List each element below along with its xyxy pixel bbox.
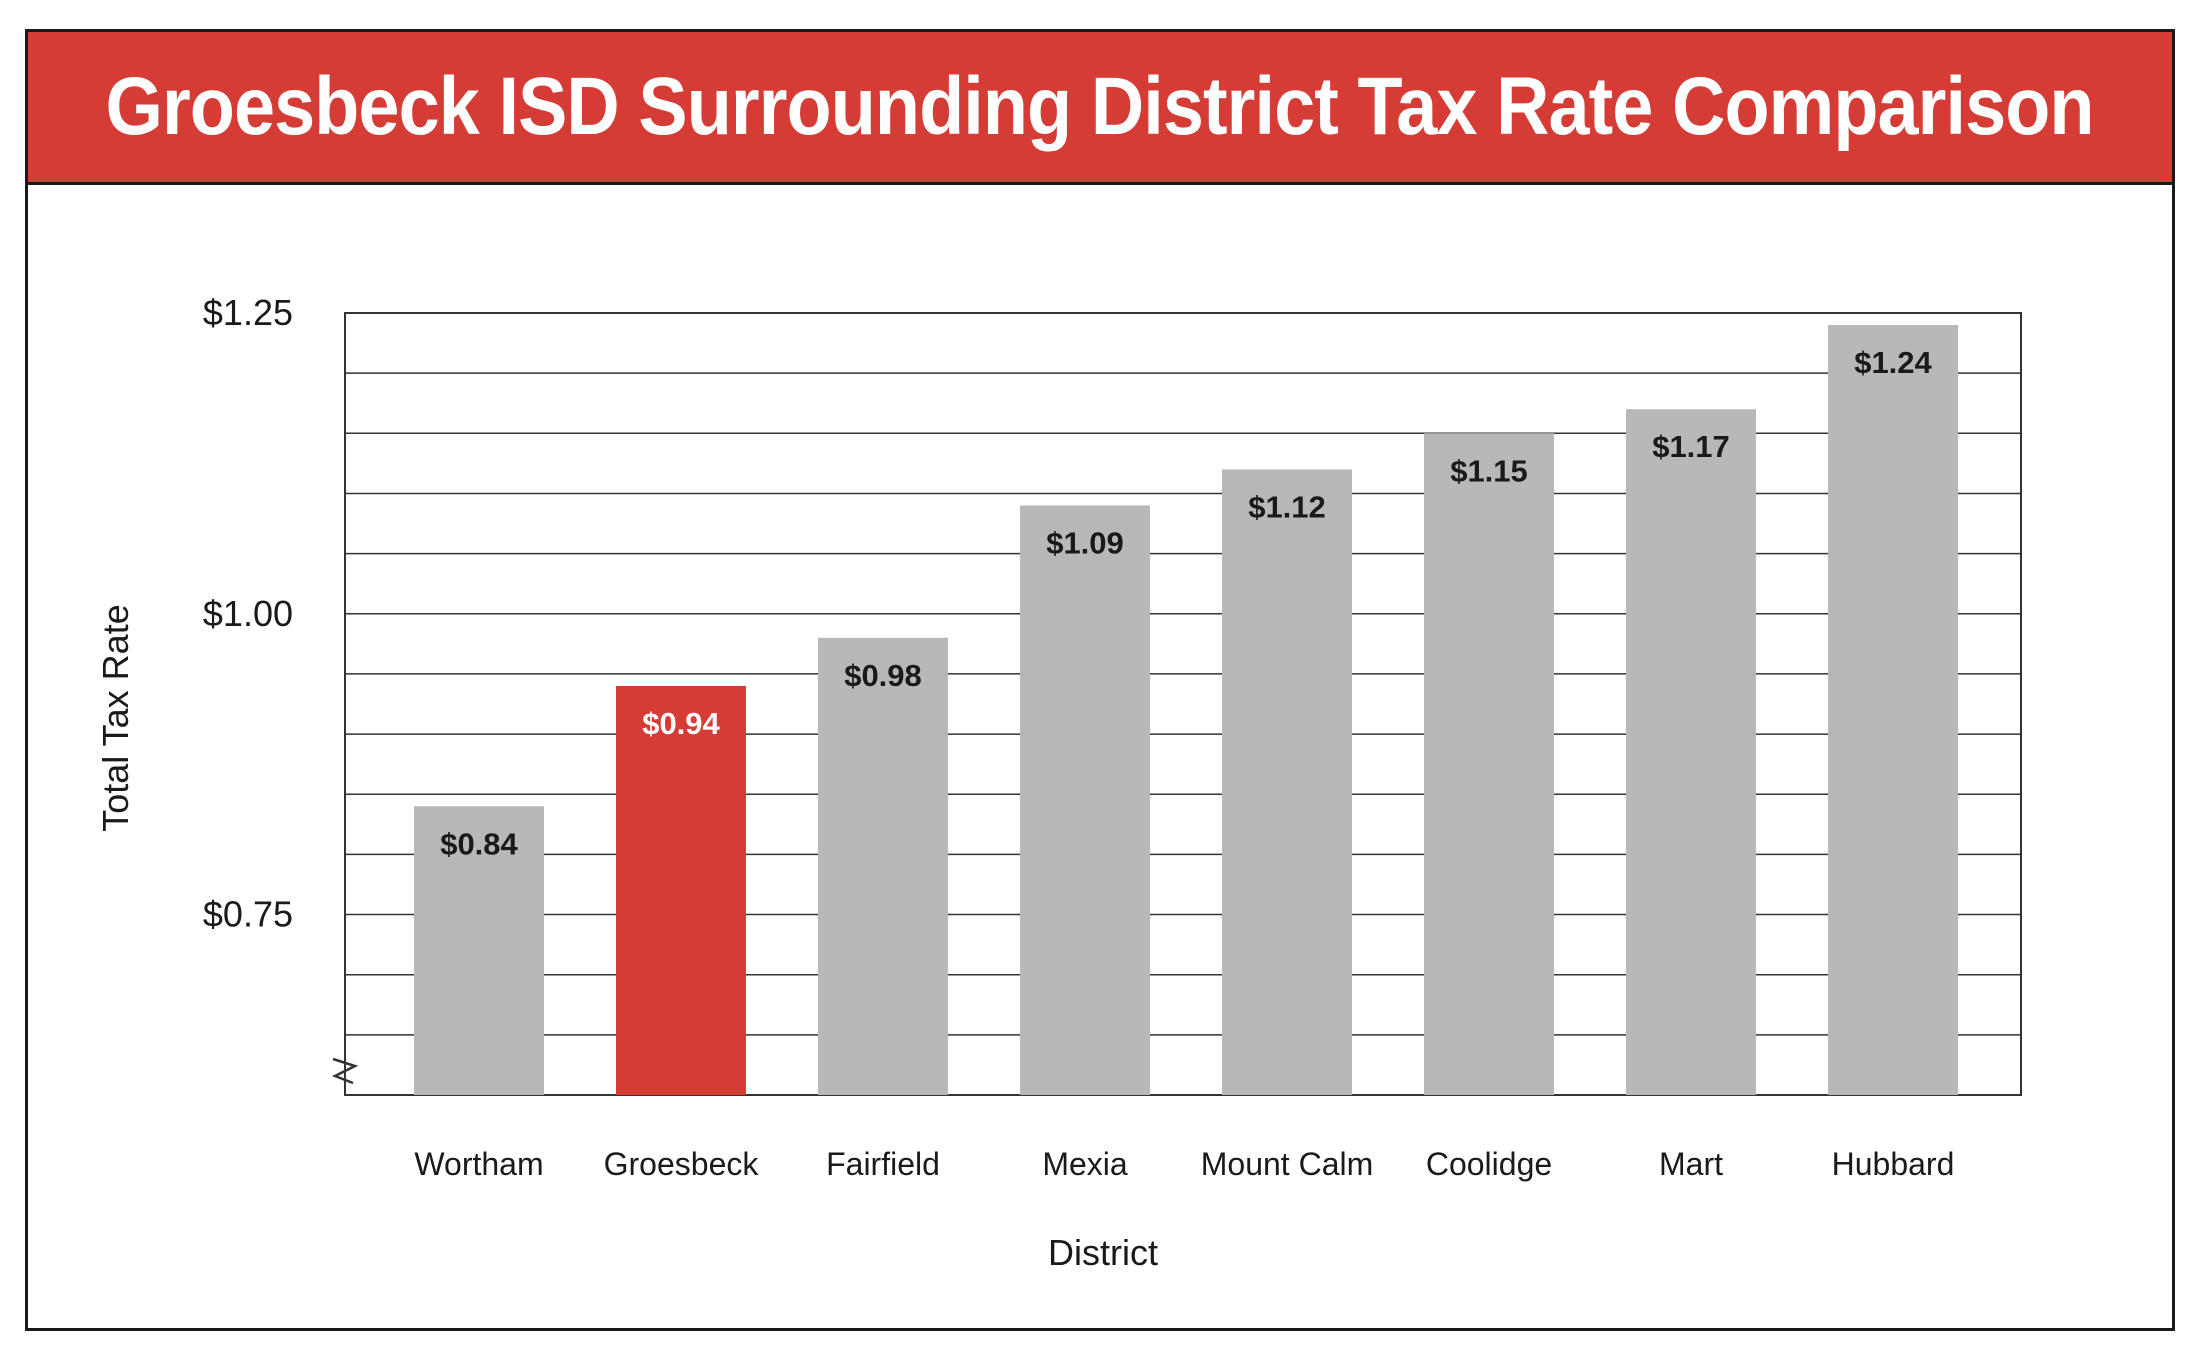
chart-frame: Groesbeck ISD Surrounding District Tax R… [25, 29, 2175, 1331]
data-label: $1.15 [1450, 453, 1528, 488]
bar-coolidge [1424, 433, 1554, 1095]
data-label: $1.12 [1248, 489, 1326, 524]
x-tick-label: Groesbeck [604, 1146, 760, 1182]
x-tick-label: Mount Calm [1201, 1146, 1374, 1182]
y-axis-title: Total Tax Rate [95, 604, 136, 831]
y-tick-label: $1.25 [203, 292, 293, 333]
title-bar: Groesbeck ISD Surrounding District Tax R… [28, 32, 2172, 185]
data-label: $1.24 [1854, 345, 1932, 380]
bar-mount-calm [1222, 469, 1352, 1095]
x-tick-label: Fairfield [826, 1146, 940, 1182]
x-tick-label: Hubbard [1832, 1146, 1955, 1182]
data-label: $0.84 [440, 826, 518, 861]
y-tick-label: $0.75 [203, 894, 293, 935]
bar-groesbeck [616, 685, 746, 1095]
bar-fairfield [818, 637, 948, 1095]
bar-hubbard [1828, 325, 1958, 1095]
data-label: $1.09 [1046, 525, 1124, 560]
y-tick-label: $1.00 [203, 593, 293, 634]
bar-wortham [414, 806, 544, 1095]
chart-title: Groesbeck ISD Surrounding District Tax R… [105, 61, 2095, 152]
bar-mexia [1020, 505, 1150, 1095]
plot-area-border [344, 312, 2022, 1096]
axis-break-icon [331, 1057, 359, 1085]
data-label: $0.94 [642, 706, 720, 741]
x-axis-title: District [1048, 1232, 1158, 1273]
x-tick-label: Wortham [414, 1146, 543, 1182]
x-tick-label: Coolidge [1426, 1146, 1552, 1182]
bar-mart [1626, 409, 1756, 1095]
data-label: $0.98 [844, 658, 922, 693]
data-label: $1.17 [1652, 429, 1730, 464]
x-tick-label: Mexia [1042, 1146, 1128, 1182]
x-tick-label: Mart [1659, 1146, 1723, 1182]
